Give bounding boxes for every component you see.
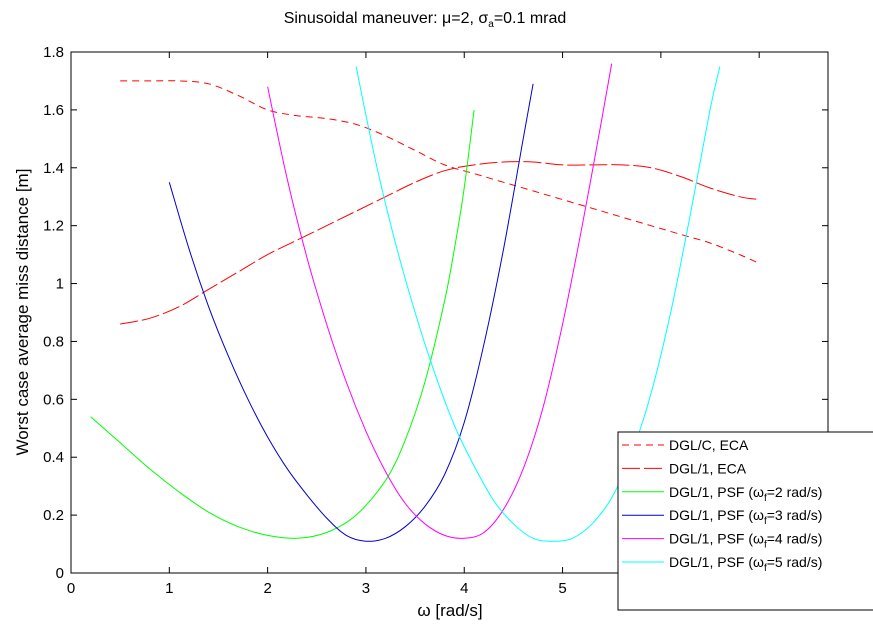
chart-title: Sinusoidal maneuver: μ=2, σa=0.1 mrad [284, 10, 567, 30]
series-line-5 [267, 63, 613, 539]
legend-label-6: DGL/1, PSF (ωf=5 rad/s) [669, 554, 822, 574]
series-line-2 [120, 161, 760, 325]
legend-label-1: DGL/C, ECA [669, 437, 749, 453]
y-tick-label: 0.8 [43, 333, 64, 350]
series-layer [90, 63, 760, 542]
series-line-1 [120, 80, 760, 264]
y-tick-label: 1.4 [43, 160, 64, 177]
x-tick-label: 5 [558, 580, 566, 597]
y-tick-label: 0.6 [43, 391, 64, 408]
y-tick-label: 0.2 [43, 507, 64, 524]
legend-label-3: DGL/1, PSF (ωf=2 rad/s) [669, 484, 822, 504]
y-axis-title: Worst case average miss distance [m] [13, 169, 32, 456]
legend-label-5: DGL/1, PSF (ωf=4 rad/s) [669, 531, 822, 551]
legend: DGL/C, ECA DGL/1, ECA DGL/1, PSF (ωf=2 rad… [617, 431, 873, 611]
legend-box [617, 431, 873, 611]
series-line-3 [90, 109, 475, 539]
x-tick-label: 3 [362, 580, 370, 597]
x-axis-title: ω [rad/s] [417, 601, 482, 620]
x-tick-label: 4 [460, 580, 468, 597]
legend-label-2: DGL/1, ECA [669, 460, 747, 476]
x-tick-label: 2 [263, 580, 271, 597]
y-tick-label: 1.2 [43, 218, 64, 235]
x-tick-label: 1 [165, 580, 173, 597]
series-line-4 [168, 83, 534, 542]
series-line-6 [355, 66, 721, 542]
y-tick-label: 1.8 [43, 44, 64, 61]
y-tick-label: 0 [56, 565, 64, 582]
y-tick-label: 1 [56, 276, 64, 293]
legend-label-4: DGL/1, PSF (ωf=3 rad/s) [669, 507, 822, 527]
x-tick-label: 0 [67, 580, 75, 597]
y-tick-label: 1.6 [43, 102, 64, 119]
y-tick-label: 0.4 [43, 449, 64, 466]
